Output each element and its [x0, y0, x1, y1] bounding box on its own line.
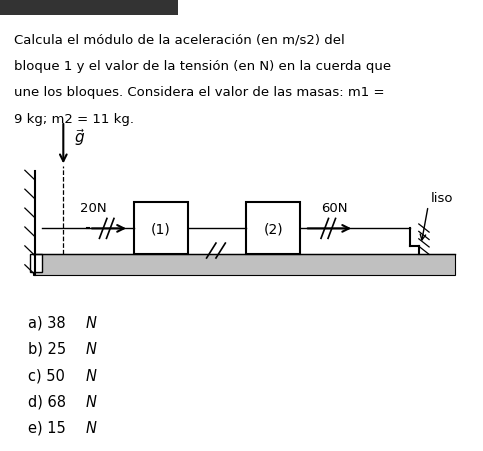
- Text: $\vec{g}$: $\vec{g}$: [73, 126, 85, 147]
- Text: $N$: $N$: [85, 367, 98, 383]
- Text: liso: liso: [430, 191, 453, 204]
- Text: Calcula el módulo de la aceleración (en m/s2) del: Calcula el módulo de la aceleración (en …: [14, 34, 345, 47]
- Text: 20N: 20N: [81, 202, 107, 215]
- Text: (2): (2): [263, 222, 283, 236]
- Bar: [0, 0, 178, 16]
- Text: une los bloques. Considera el valor de las masas: m1 =: une los bloques. Considera el valor de l…: [14, 86, 384, 99]
- Text: $N$: $N$: [85, 341, 98, 357]
- Text: $N$: $N$: [85, 393, 98, 409]
- Text: $N$: $N$: [85, 419, 98, 435]
- Bar: [246, 203, 300, 255]
- Text: (1): (1): [151, 222, 170, 236]
- Bar: [33, 255, 455, 275]
- Bar: [134, 203, 187, 255]
- Text: $N$: $N$: [85, 314, 98, 331]
- Text: a) 38: a) 38: [28, 315, 66, 330]
- Text: e) 15: e) 15: [28, 419, 66, 435]
- Text: c) 50: c) 50: [28, 367, 65, 382]
- Text: d) 68: d) 68: [28, 393, 66, 409]
- Text: bloque 1 y el valor de la tensión (en N) en la cuerda que: bloque 1 y el valor de la tensión (en N)…: [14, 60, 391, 73]
- Text: 9 kg; m2 = 11 kg.: 9 kg; m2 = 11 kg.: [14, 112, 134, 125]
- Bar: [30, 255, 42, 272]
- Text: b) 25: b) 25: [28, 341, 66, 356]
- Text: 60N: 60N: [321, 202, 347, 215]
